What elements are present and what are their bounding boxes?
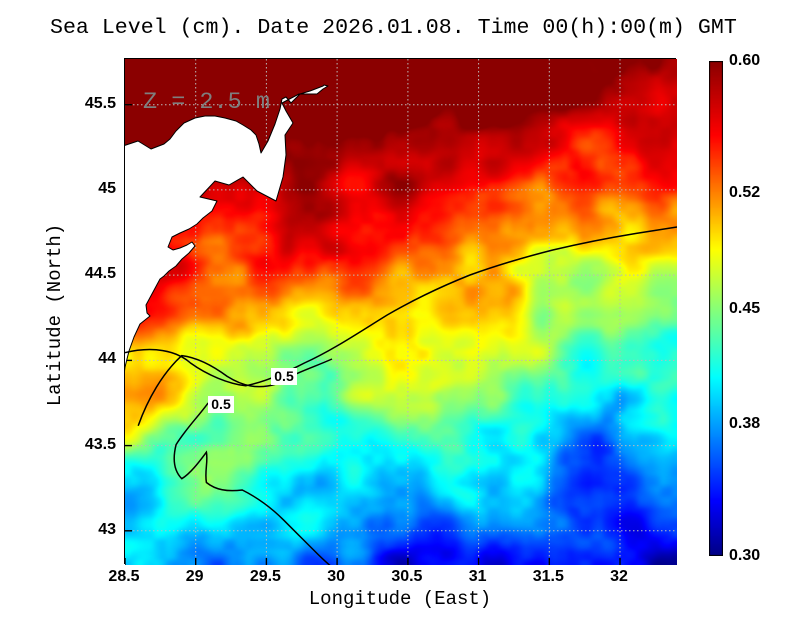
svg-text:0.5: 0.5 <box>274 368 294 384</box>
svg-text:0.5: 0.5 <box>211 396 231 412</box>
